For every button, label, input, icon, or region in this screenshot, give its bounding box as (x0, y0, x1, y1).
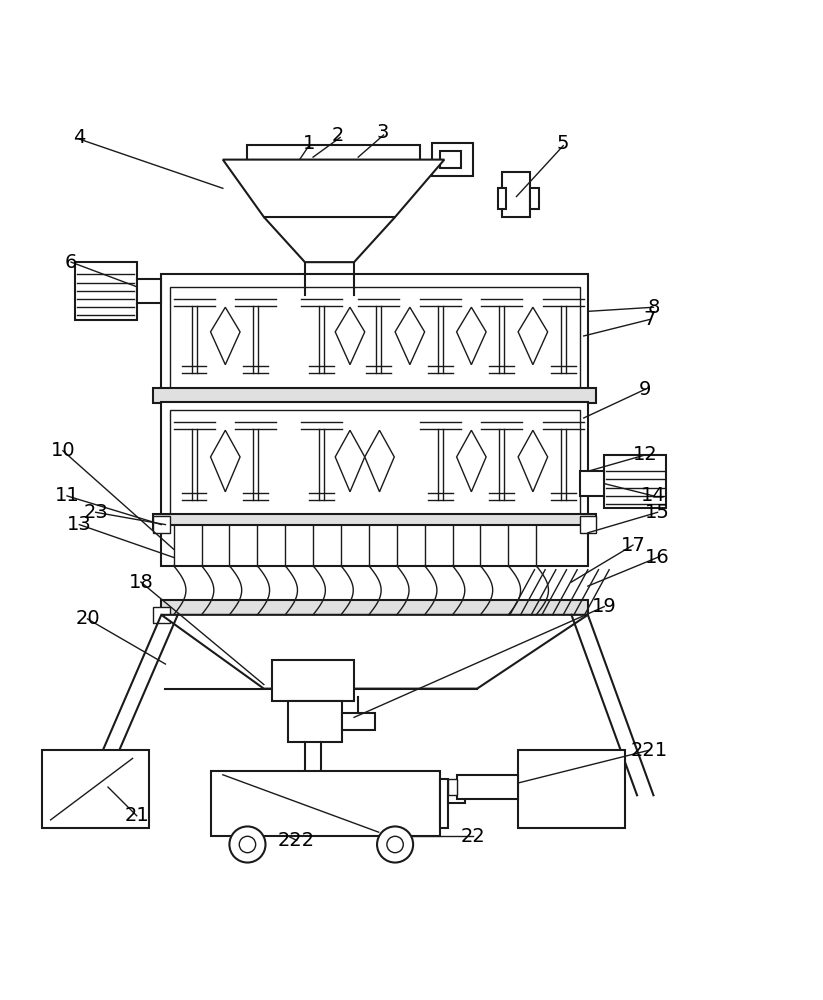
Polygon shape (335, 307, 365, 365)
Bar (449, 779, 457, 795)
Text: 20: 20 (75, 609, 100, 628)
Text: 4: 4 (73, 128, 86, 147)
Text: 12: 12 (633, 445, 658, 464)
Polygon shape (365, 430, 394, 492)
Text: 3: 3 (377, 123, 389, 142)
Bar (211, 771, 440, 836)
Bar (449, 791, 465, 803)
Bar (248, 145, 420, 160)
Text: 23: 23 (83, 503, 108, 522)
Bar (342, 713, 374, 730)
Polygon shape (395, 307, 425, 365)
Bar (579, 516, 596, 533)
Bar (170, 287, 579, 389)
Bar (440, 779, 449, 828)
Bar (531, 188, 538, 209)
Bar (272, 660, 354, 701)
Bar (498, 188, 506, 209)
Text: 6: 6 (65, 253, 77, 272)
Bar (457, 775, 518, 799)
Bar (43, 750, 149, 828)
Text: 19: 19 (592, 597, 616, 616)
Text: 17: 17 (621, 536, 645, 555)
Bar (75, 262, 137, 320)
Bar (305, 262, 354, 295)
Text: 8: 8 (647, 298, 660, 317)
Bar (153, 514, 596, 529)
Polygon shape (223, 160, 444, 217)
Polygon shape (457, 307, 486, 365)
Text: 15: 15 (645, 503, 670, 522)
Polygon shape (264, 217, 395, 262)
Bar (153, 388, 596, 403)
Circle shape (387, 836, 403, 853)
Bar (170, 410, 579, 516)
Bar (153, 516, 170, 533)
Text: 22: 22 (461, 827, 486, 846)
Text: 13: 13 (67, 515, 91, 534)
Bar (161, 402, 588, 525)
Bar (161, 600, 588, 615)
Text: 10: 10 (50, 441, 75, 460)
Polygon shape (518, 307, 547, 365)
Polygon shape (211, 430, 240, 492)
Bar (161, 274, 588, 402)
Text: 14: 14 (641, 486, 666, 505)
Text: 221: 221 (630, 741, 668, 760)
Bar (137, 279, 161, 303)
Polygon shape (161, 615, 588, 689)
Text: 11: 11 (54, 486, 79, 505)
Bar (518, 750, 625, 828)
Polygon shape (518, 430, 547, 492)
Polygon shape (457, 430, 486, 492)
Text: 2: 2 (332, 126, 344, 145)
Bar (502, 172, 531, 217)
Text: 5: 5 (557, 134, 570, 153)
Text: 7: 7 (644, 310, 656, 329)
Bar (161, 525, 588, 566)
Bar (153, 607, 170, 623)
Text: 222: 222 (278, 831, 315, 850)
Circle shape (377, 826, 413, 863)
Text: 16: 16 (645, 548, 670, 567)
Text: 21: 21 (124, 806, 149, 825)
Bar (604, 455, 666, 508)
Bar (579, 471, 604, 496)
Polygon shape (335, 430, 365, 492)
Polygon shape (211, 307, 240, 365)
Circle shape (230, 826, 266, 863)
Bar (289, 701, 342, 742)
Bar (432, 143, 473, 176)
Text: 1: 1 (303, 134, 315, 153)
Text: 9: 9 (639, 380, 652, 399)
Text: 18: 18 (128, 573, 153, 592)
Circle shape (239, 836, 256, 853)
Bar (440, 151, 461, 168)
